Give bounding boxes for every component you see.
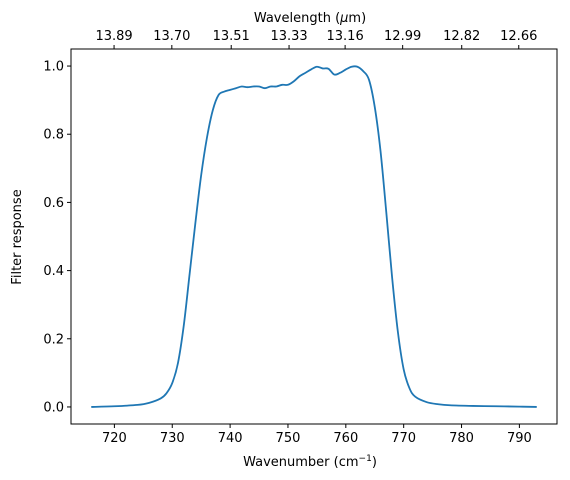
y-tick-label: 0.6: [43, 196, 64, 211]
x-tick-label: 790: [507, 431, 532, 446]
top-x-axis-label: Wavelength (μm): [254, 11, 366, 26]
x-tick-label: 780: [449, 431, 474, 446]
x-tick-label: 760: [333, 431, 358, 446]
y-tick-label: 1.0: [43, 60, 64, 75]
top-tick-label: 12.82: [443, 29, 480, 44]
x-tick-label: 750: [276, 431, 301, 446]
top-tick-label: 13.51: [213, 29, 250, 44]
filter-response-line: [91, 65, 537, 408]
top-tick-label: 13.16: [327, 29, 364, 44]
top-tick-label: 12.99: [384, 29, 421, 44]
plot-layer: [91, 65, 537, 408]
top-tick-label: 13.70: [153, 29, 190, 44]
y-tick-label: 0.0: [43, 400, 64, 415]
x-tick-label: 730: [160, 431, 185, 446]
x-axis-label: Wavenumber (cm−1): [243, 454, 377, 470]
top-tick-label: 12.66: [500, 29, 537, 44]
plot-frame: [70, 48, 558, 425]
y-tick-label: 0.2: [43, 332, 64, 347]
top-tick-label: 13.89: [95, 29, 132, 44]
top-tick-label: 13.33: [270, 29, 307, 44]
x-tick-label: 720: [102, 431, 127, 446]
y-tick-label: 0.8: [43, 128, 64, 143]
y-tick-label: 0.4: [43, 264, 64, 279]
y-axis-label: Filter response: [10, 189, 25, 284]
axes-layer: 720 730 740 750 760 770 780 790 0.0 0.2 0.4 0.6 0.8 1…: [43, 29, 558, 446]
x-tick-label: 770: [391, 431, 416, 446]
x-tick-label: 740: [218, 431, 243, 446]
